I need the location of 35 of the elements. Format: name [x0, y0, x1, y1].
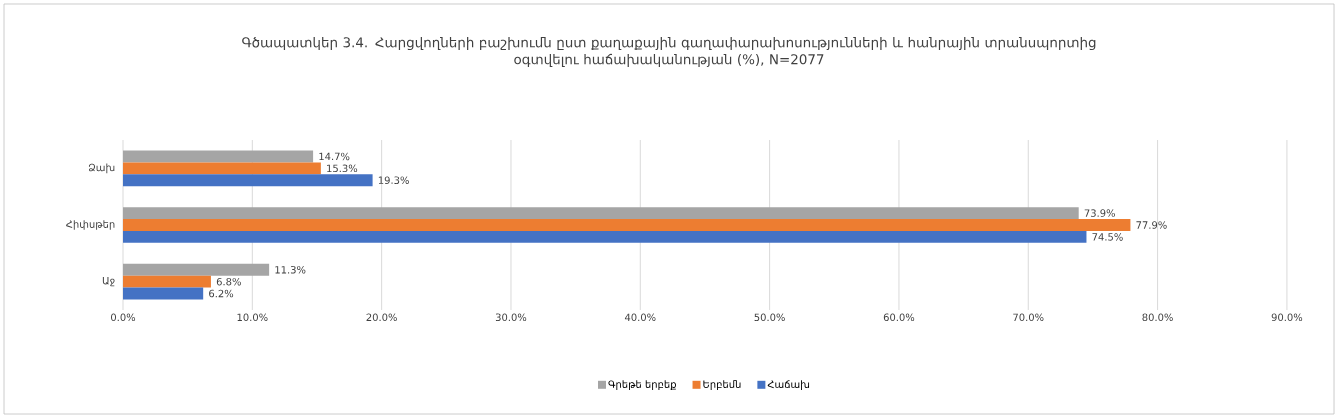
- x-tick-label: 90.0%: [1271, 313, 1303, 322]
- bar: [123, 207, 1079, 220]
- x-tick-label: 50.0%: [754, 313, 785, 322]
- y-tick-label: Հիփսթեր: [66, 220, 115, 230]
- bar: [123, 287, 204, 300]
- legend-label: Գրեթե երբեք: [608, 380, 676, 390]
- x-tick-label: 80.0%: [1142, 313, 1173, 322]
- x-tick-label: 70.0%: [1013, 313, 1044, 322]
- x-tick-label: 0.0%: [111, 313, 136, 322]
- bar: [123, 150, 314, 163]
- x-tick-label: 10.0%: [237, 313, 268, 322]
- legend-label: Երբեմն: [703, 380, 741, 390]
- x-tick-label: 60.0%: [883, 313, 915, 322]
- data-label: 19.3%: [378, 176, 409, 184]
- data-label: 6.8%: [216, 277, 241, 286]
- y-tick-label: Ձախ: [88, 163, 115, 174]
- bar: [123, 219, 1131, 231]
- data-label: 77.9%: [1136, 221, 1167, 229]
- x-tick-label: 20.0%: [366, 313, 397, 322]
- data-label: 74.5%: [1092, 233, 1123, 241]
- x-tick-label: 30.0%: [495, 313, 527, 322]
- bar: [123, 230, 1087, 243]
- x-tick-label: 40.0%: [624, 313, 656, 322]
- chart-title: Գծապատկեր 3.4. Հարցվողների բաշխումն ըստ քաղաքային գաղափարախոսությունների և հանրային տրանսպորտից օգտվելու հաճախականության (%), N=2077: [242, 37, 1096, 67]
- bar: [123, 263, 270, 276]
- data-label: 15.3%: [327, 164, 358, 173]
- data-label: 73.9%: [1084, 209, 1115, 217]
- data-label: 14.7%: [319, 152, 350, 161]
- bar: [123, 162, 321, 175]
- data-label: 11.3%: [275, 265, 306, 274]
- bar: [123, 174, 373, 187]
- bar: [123, 275, 211, 288]
- y-tick-label: Աջ: [102, 277, 115, 287]
- legend-label: Հաճախ: [767, 380, 810, 390]
- data-label: 6.2%: [209, 289, 234, 298]
